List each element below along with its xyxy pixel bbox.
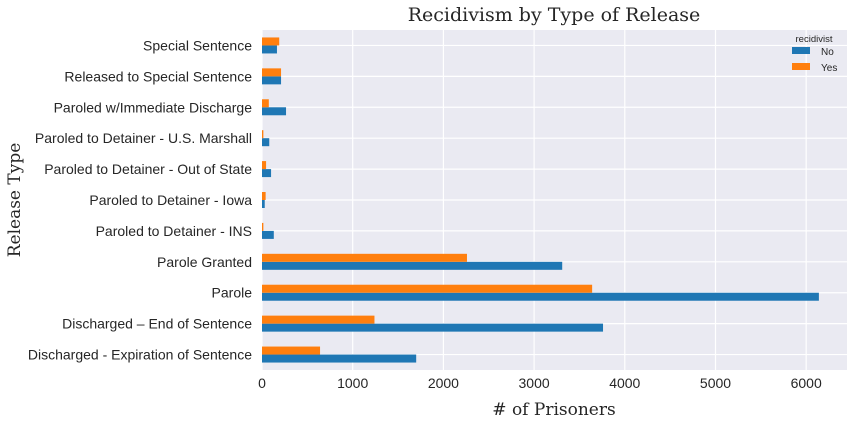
y-tick-label: Paroled w/Immediate Discharge [54, 99, 253, 115]
x-tick-label: 5000 [700, 375, 731, 391]
legend-swatch-no [792, 47, 810, 54]
y-tick-label: Released to Special Sentence [64, 68, 252, 84]
legend: recidivist No Yes [792, 34, 837, 74]
bar-no [262, 76, 282, 85]
bar-marks [262, 37, 819, 363]
x-tick-label: 2000 [428, 375, 459, 391]
y-tick-label: Parole Granted [157, 254, 252, 270]
bar-yes [262, 161, 267, 170]
bar-yes [262, 315, 375, 324]
bar-yes [262, 346, 321, 355]
bar-yes [262, 37, 280, 46]
bar-yes [262, 99, 269, 108]
y-tick-label: Paroled to Detainer - Out of State [44, 161, 252, 177]
bar-no [262, 354, 417, 363]
legend-label-yes: Yes [821, 63, 837, 74]
bar-no [262, 230, 274, 239]
bar-yes [262, 253, 467, 262]
y-tick-label: Parole [212, 285, 253, 301]
y-tick-label: Discharged – End of Sentence [62, 316, 252, 332]
legend-label-no: No [821, 47, 834, 58]
bar-no [262, 200, 265, 208]
bar-no [262, 107, 287, 116]
x-tick-label: 0 [258, 375, 266, 391]
x-tick-label: 3000 [519, 375, 550, 391]
bar-yes [262, 284, 593, 293]
bar-no [262, 138, 270, 147]
bar-no [262, 261, 563, 270]
bar-no [262, 292, 819, 301]
x-axis-label: # of Prisoners [492, 400, 615, 420]
bar-no [262, 45, 277, 54]
y-tick-label: Special Sentence [143, 37, 252, 53]
y-tick-label: Paroled to Detainer - U.S. Marshall [35, 130, 252, 146]
y-tick-labels: Discharged - Expiration of Sentence Disch… [28, 37, 252, 362]
legend-title: recidivist [796, 34, 833, 45]
legend-swatch-yes [792, 63, 810, 70]
y-tick-label: Discharged - Expiration of Sentence [28, 347, 252, 363]
bar-yes [262, 130, 264, 139]
y-tick-label: Paroled to Detainer - INS [96, 223, 252, 239]
chart-title: Recidivism by Type of Release [408, 4, 701, 26]
bar-yes [262, 222, 264, 231]
y-axis-label: Release Type [5, 143, 25, 258]
y-tick-label: Paroled to Detainer - Iowa [89, 192, 252, 208]
bar-no [262, 323, 604, 332]
bar-yes [262, 68, 282, 77]
x-tick-label: 4000 [609, 375, 640, 391]
x-tick-label: 6000 [791, 375, 822, 391]
bar-no [262, 169, 272, 178]
bar-yes [262, 192, 266, 200]
x-tick-labels: 0 1000 2000 3000 4000 5000 6000 [258, 375, 822, 391]
x-tick-label: 1000 [337, 375, 368, 391]
